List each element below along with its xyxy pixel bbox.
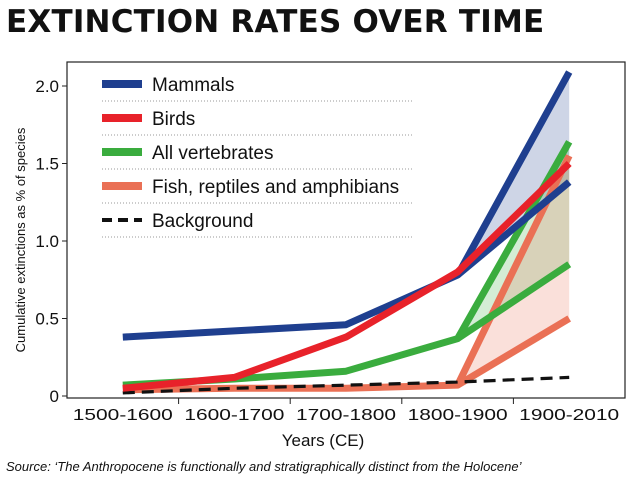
- chart-title: EXTINCTION RATES OVER TIME: [6, 4, 545, 40]
- x-axis-label: Years (CE): [282, 431, 365, 450]
- y-tick-label: 2.0: [35, 77, 59, 96]
- y-tick-label: 0: [50, 387, 59, 406]
- x-tick-label: 1500-1600: [73, 407, 173, 424]
- legend-label: Background: [152, 211, 253, 232]
- y-tick-label: 0.5: [35, 310, 59, 329]
- series-line: [122, 375, 570, 395]
- legend-label: Mammals: [152, 75, 234, 96]
- series-line-range: [455, 315, 571, 389]
- source-note: Source: ‘The Anthropocene is functionall…: [6, 459, 522, 474]
- x-tick-label: 1700-1800: [296, 407, 396, 424]
- chart-axes: 1500-1600 1600-1700 1700-1800 1800-1900 1900…: [35, 61, 626, 424]
- series-lines: [122, 70, 573, 395]
- x-tick-label: 1600-1700: [184, 407, 284, 424]
- series-line: [122, 154, 573, 394]
- plot-frame: [66, 61, 626, 399]
- series-line-range: [455, 179, 572, 278]
- x-tick-label: 1900-2010: [519, 407, 619, 424]
- series-line: [122, 160, 572, 392]
- y-tick-label: 1.5: [35, 155, 59, 174]
- legend: Mammals Birds All vertebrates Fish, reptile…: [102, 75, 414, 238]
- y-axis-label: Cumulative extinctions as % of species: [13, 127, 28, 352]
- legend-label: All vertebrates: [152, 143, 273, 164]
- legend-label: Birds: [152, 109, 195, 130]
- series-line: [122, 70, 573, 341]
- legend-label: Fish, reptiles and amphibians: [152, 177, 399, 198]
- y-tick-label: 1.0: [35, 232, 59, 251]
- series-line-range: [455, 261, 572, 342]
- x-tick-label: 1800-1900: [408, 407, 508, 424]
